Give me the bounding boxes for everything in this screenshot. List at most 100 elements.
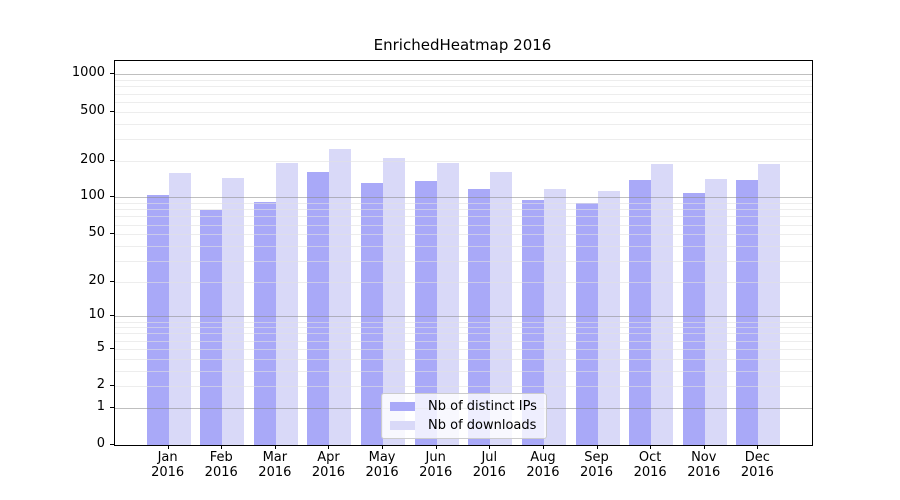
chart-title: EnrichedHeatmap 2016	[373, 36, 552, 54]
bar-sep-nb-of-downloads	[597, 191, 620, 445]
x-tick-month: Feb	[209, 450, 233, 465]
x-tick-label-aug: Aug 2016	[511, 450, 575, 480]
bar-jun-nb-of-distinct-ips	[414, 181, 437, 445]
bar-oct-nb-of-distinct-ips	[629, 180, 652, 445]
y-tick-mark	[110, 233, 114, 235]
x-tick-year: 2016	[579, 465, 614, 480]
x-tick-mark	[382, 445, 384, 449]
x-tick-month: Dec	[744, 450, 770, 465]
y-tick-mark	[110, 73, 114, 75]
bar-sep-nb-of-distinct-ips	[575, 203, 598, 445]
y-tick-mark	[110, 159, 114, 161]
x-tick-label-nov: Nov 2016	[672, 450, 736, 480]
y-tick-mark	[110, 406, 114, 408]
x-tick-year: 2016	[740, 465, 774, 480]
y-tick-mark	[110, 315, 114, 317]
x-tick-mark	[703, 445, 705, 449]
x-tick-year: 2016	[419, 465, 453, 480]
y-tick-mark	[110, 110, 114, 112]
legend: Nb of distinct IPs Nb of downloads	[381, 393, 547, 439]
x-tick-month: Mar	[262, 450, 288, 465]
x-tick-mark	[167, 445, 169, 449]
y-tick-label: 50	[88, 225, 105, 241]
x-tick-mark	[221, 445, 223, 449]
y-tick-label: 1000	[71, 65, 105, 81]
x-tick-year: 2016	[526, 465, 560, 480]
x-tick-mark	[489, 445, 491, 449]
x-tick-month: Nov	[691, 450, 717, 465]
x-tick-month: Aug	[530, 450, 556, 465]
x-tick-year: 2016	[633, 465, 667, 480]
x-tick-month: Jan	[157, 450, 178, 465]
bar-nov-nb-of-distinct-ips	[682, 192, 705, 445]
x-tick-month: Apr	[317, 450, 340, 465]
x-tick-label-oct: Oct 2016	[618, 450, 682, 480]
x-tick-mark	[274, 445, 276, 449]
x-tick-label-sep: Sep 2016	[565, 450, 629, 480]
bar-dec-nb-of-distinct-ips	[736, 179, 759, 445]
y-tick-label: 100	[80, 188, 105, 204]
bar-nov-nb-of-downloads	[704, 179, 727, 445]
bar-jan-nb-of-distinct-ips	[146, 194, 169, 445]
x-tick-label-apr: Apr 2016	[296, 450, 360, 480]
bar-apr-nb-of-downloads	[329, 148, 352, 445]
x-tick-label-jun: Jun 2016	[404, 450, 468, 480]
bar-aug-nb-of-downloads	[543, 189, 566, 445]
y-tick-mark	[110, 196, 114, 198]
x-tick-month: Sep	[584, 450, 609, 465]
legend-label: Nb of distinct IPs	[428, 399, 537, 414]
x-tick-year: 2016	[204, 465, 238, 480]
x-tick-label-mar: Mar 2016	[243, 450, 307, 480]
bars-layer	[115, 61, 812, 445]
x-tick-year: 2016	[365, 465, 399, 480]
bar-may-nb-of-distinct-ips	[361, 183, 384, 445]
x-tick-mark	[650, 445, 652, 449]
y-tick-label: 20	[88, 272, 105, 288]
legend-label: Nb of downloads	[428, 418, 537, 433]
x-tick-label-jul: Jul 2016	[457, 450, 521, 480]
y-tick-label: 200	[80, 151, 105, 167]
y-tick-label: 10	[88, 307, 105, 323]
bar-feb-nb-of-distinct-ips	[200, 210, 223, 445]
y-tick-mark	[110, 280, 114, 282]
legend-swatch-icon	[390, 421, 415, 430]
x-tick-year: 2016	[311, 465, 345, 480]
x-tick-label-may: May 2016	[350, 450, 414, 480]
y-tick-label: 0	[96, 436, 105, 451]
x-tick-label-jan: Jan 2016	[136, 450, 200, 480]
bar-jul-nb-of-downloads	[490, 172, 513, 445]
bar-feb-nb-of-downloads	[222, 177, 245, 445]
bar-jun-nb-of-downloads	[436, 162, 459, 445]
bar-jan-nb-of-downloads	[168, 173, 191, 445]
x-tick-mark	[542, 445, 544, 449]
x-tick-mark	[435, 445, 437, 449]
y-tick-label: 2	[96, 377, 105, 393]
x-tick-month: Jun	[425, 450, 446, 465]
x-tick-year: 2016	[687, 465, 721, 480]
legend-entry: Nb of distinct IPs	[382, 399, 546, 415]
y-tick-mark	[110, 444, 114, 445]
y-tick-label: 1	[96, 398, 105, 414]
bar-mar-nb-of-distinct-ips	[253, 201, 276, 445]
x-tick-month: Oct	[638, 450, 662, 465]
y-tick-label: 500	[80, 102, 105, 118]
bar-oct-nb-of-downloads	[651, 163, 674, 445]
x-tick-year: 2016	[472, 465, 506, 480]
x-tick-mark	[328, 445, 330, 449]
bar-mar-nb-of-downloads	[275, 162, 298, 445]
x-tick-label-feb: Feb 2016	[189, 450, 253, 480]
x-tick-mark	[757, 445, 759, 449]
legend-entry: Nb of downloads	[382, 418, 546, 434]
x-tick-year: 2016	[258, 465, 292, 480]
legend-swatch-icon	[390, 402, 415, 411]
y-tick-mark	[110, 385, 114, 387]
plot-area: Nb of distinct IPs Nb of downloads	[114, 60, 813, 446]
x-tick-year: 2016	[151, 465, 185, 480]
bar-apr-nb-of-distinct-ips	[307, 172, 330, 445]
bar-may-nb-of-downloads	[383, 157, 406, 445]
x-tick-month: Jul	[481, 450, 498, 465]
bar-dec-nb-of-downloads	[758, 164, 781, 445]
x-tick-mark	[596, 445, 598, 449]
x-tick-month: May	[368, 450, 396, 465]
